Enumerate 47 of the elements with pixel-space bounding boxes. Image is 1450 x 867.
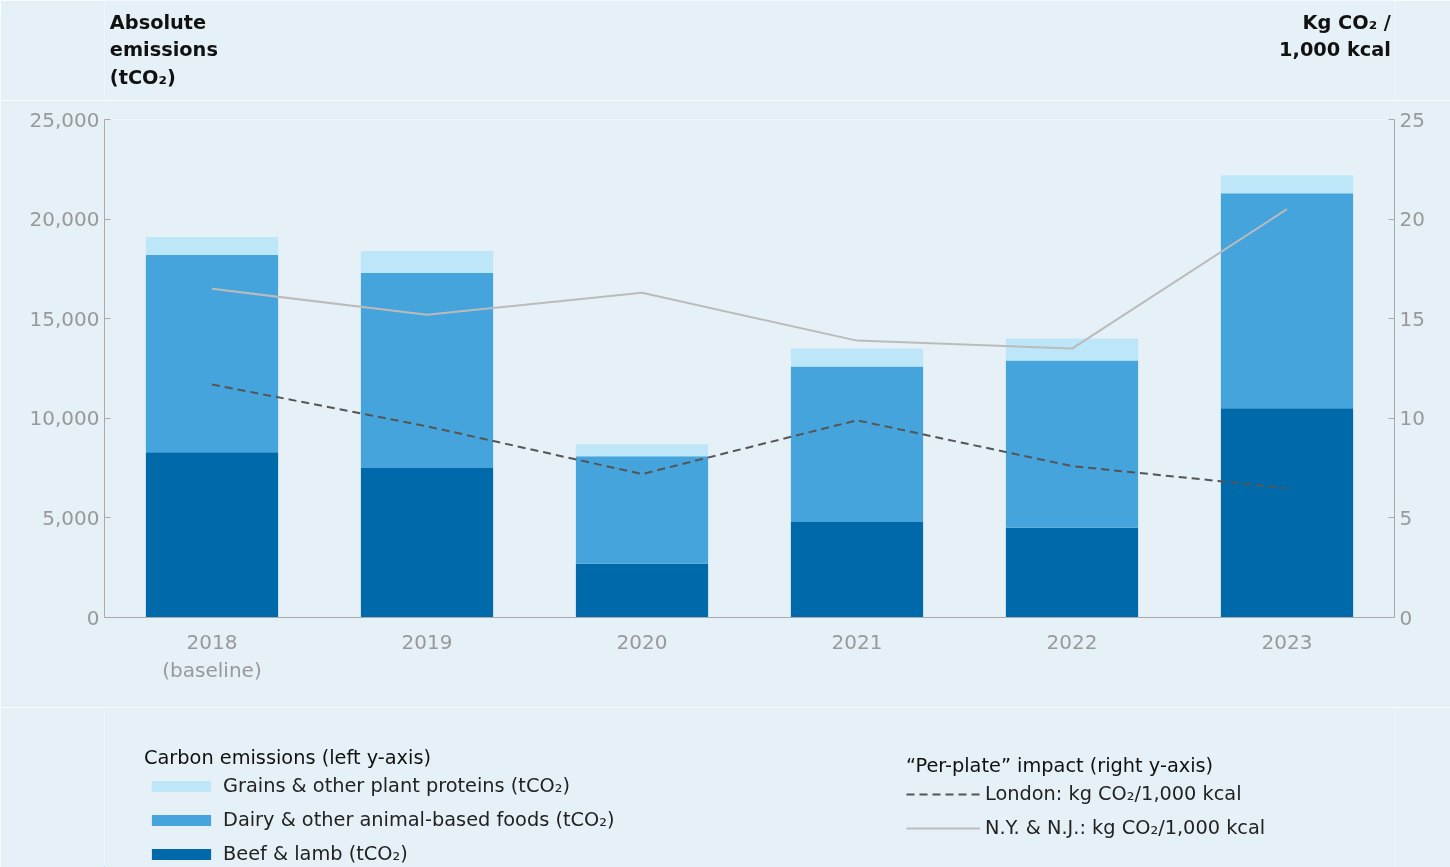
- y2-tick-label: 15: [1399, 306, 1425, 331]
- bar: [790, 348, 924, 367]
- y-tick-label: 15,000: [29, 306, 100, 331]
- legend-label: Beef & lamb (tCO₂): [223, 842, 408, 865]
- y-axis-title: Absolute emissions (tCO₂): [109, 10, 218, 89]
- x-tick-label: 2020: [616, 629, 668, 654]
- bar: [575, 444, 709, 457]
- y-tick-label: 10,000: [29, 406, 100, 431]
- bar: [790, 521, 924, 618]
- bar: [790, 366, 924, 522]
- text: “Per-plate” impact (right y-axis): [906, 754, 1215, 777]
- bar: [1005, 527, 1139, 618]
- y2-tick-label: 5: [1399, 505, 1413, 530]
- bar: [1005, 360, 1139, 528]
- bar: [575, 456, 709, 564]
- y2-tick-label: 20: [1399, 207, 1425, 232]
- bar: [360, 250, 494, 273]
- bar: [145, 237, 279, 255]
- y-tick-label: 25,000: [29, 107, 100, 132]
- y2-tick-label: 25: [1399, 107, 1425, 132]
- bar: [1005, 338, 1139, 361]
- bar: [1220, 175, 1354, 194]
- line-series: [211, 383, 1288, 490]
- legend-label: Dairy & other animal-based foods (tCO₂): [223, 808, 615, 831]
- bar: [1220, 408, 1354, 618]
- y-tick-label: 5,000: [42, 505, 100, 530]
- bar: [360, 468, 494, 618]
- x-tick-label: 2023: [1261, 629, 1313, 654]
- legend-label: London: kg CO₂/1,000 kcal: [985, 782, 1242, 805]
- bar: [360, 272, 494, 469]
- legend-label: Grains & other plant proteins (tCO₂): [223, 774, 570, 797]
- bar: [575, 563, 709, 618]
- legend-label: N.Y. & N.J.: kg CO₂/1,000 kcal: [985, 816, 1266, 839]
- legend-title: Carbon emissions (left y-axis): [144, 746, 432, 769]
- bar: [145, 254, 279, 453]
- y2-axis-title: Kg CO₂ / 1,000 kcal: [1279, 10, 1392, 62]
- x-tick-label: 2021: [831, 629, 883, 654]
- y2-tick-label: 10: [1399, 406, 1425, 431]
- x-tick-label: 2019: [401, 629, 453, 654]
- bar: [1220, 193, 1354, 409]
- x-tick-label: 2022: [1046, 629, 1098, 654]
- y2-tick-label: 0: [1399, 605, 1413, 630]
- bar: [145, 452, 279, 618]
- y-tick-label: 0: [86, 605, 100, 630]
- x-tick-label: 2018 (baseline): [162, 629, 262, 683]
- line-series: [211, 208, 1288, 350]
- y-tick-label: 20,000: [29, 207, 100, 232]
